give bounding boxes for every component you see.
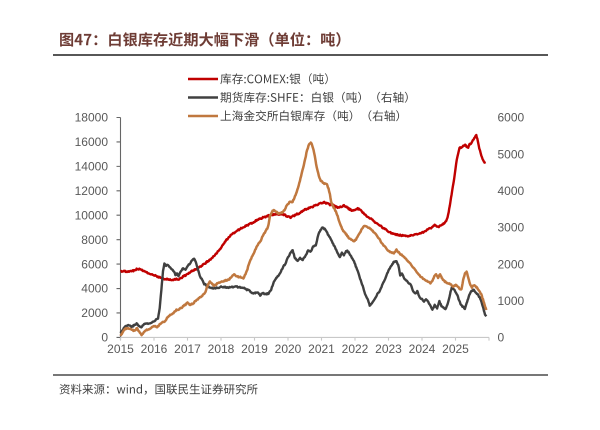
svg-text:2015: 2015 — [107, 342, 134, 356]
svg-text:2019: 2019 — [241, 342, 268, 356]
svg-text:2024: 2024 — [409, 342, 436, 356]
svg-text:2018: 2018 — [208, 342, 235, 356]
svg-text:2000: 2000 — [498, 257, 525, 271]
svg-text:8000: 8000 — [81, 233, 108, 247]
svg-text:12000: 12000 — [75, 184, 109, 198]
svg-text:0: 0 — [498, 331, 505, 345]
svg-text:2017: 2017 — [174, 342, 201, 356]
svg-text:0: 0 — [101, 331, 108, 345]
svg-text:3000: 3000 — [498, 221, 525, 235]
svg-text:2023: 2023 — [375, 342, 402, 356]
svg-text:14000: 14000 — [75, 160, 109, 174]
svg-text:2022: 2022 — [342, 342, 369, 356]
svg-text:2000: 2000 — [81, 306, 108, 320]
svg-text:5000: 5000 — [498, 147, 525, 161]
svg-text:16000: 16000 — [75, 135, 109, 149]
svg-text:18000: 18000 — [75, 111, 109, 125]
svg-text:2016: 2016 — [141, 342, 168, 356]
svg-text:4000: 4000 — [498, 184, 525, 198]
svg-text:2025: 2025 — [442, 342, 469, 356]
svg-text:2020: 2020 — [275, 342, 302, 356]
svg-text:6000: 6000 — [498, 111, 525, 125]
svg-text:1000: 1000 — [498, 294, 525, 308]
svg-text:4000: 4000 — [81, 282, 108, 296]
svg-text:10000: 10000 — [75, 208, 109, 222]
svg-text:2021: 2021 — [308, 342, 335, 356]
svg-text:6000: 6000 — [81, 257, 108, 271]
